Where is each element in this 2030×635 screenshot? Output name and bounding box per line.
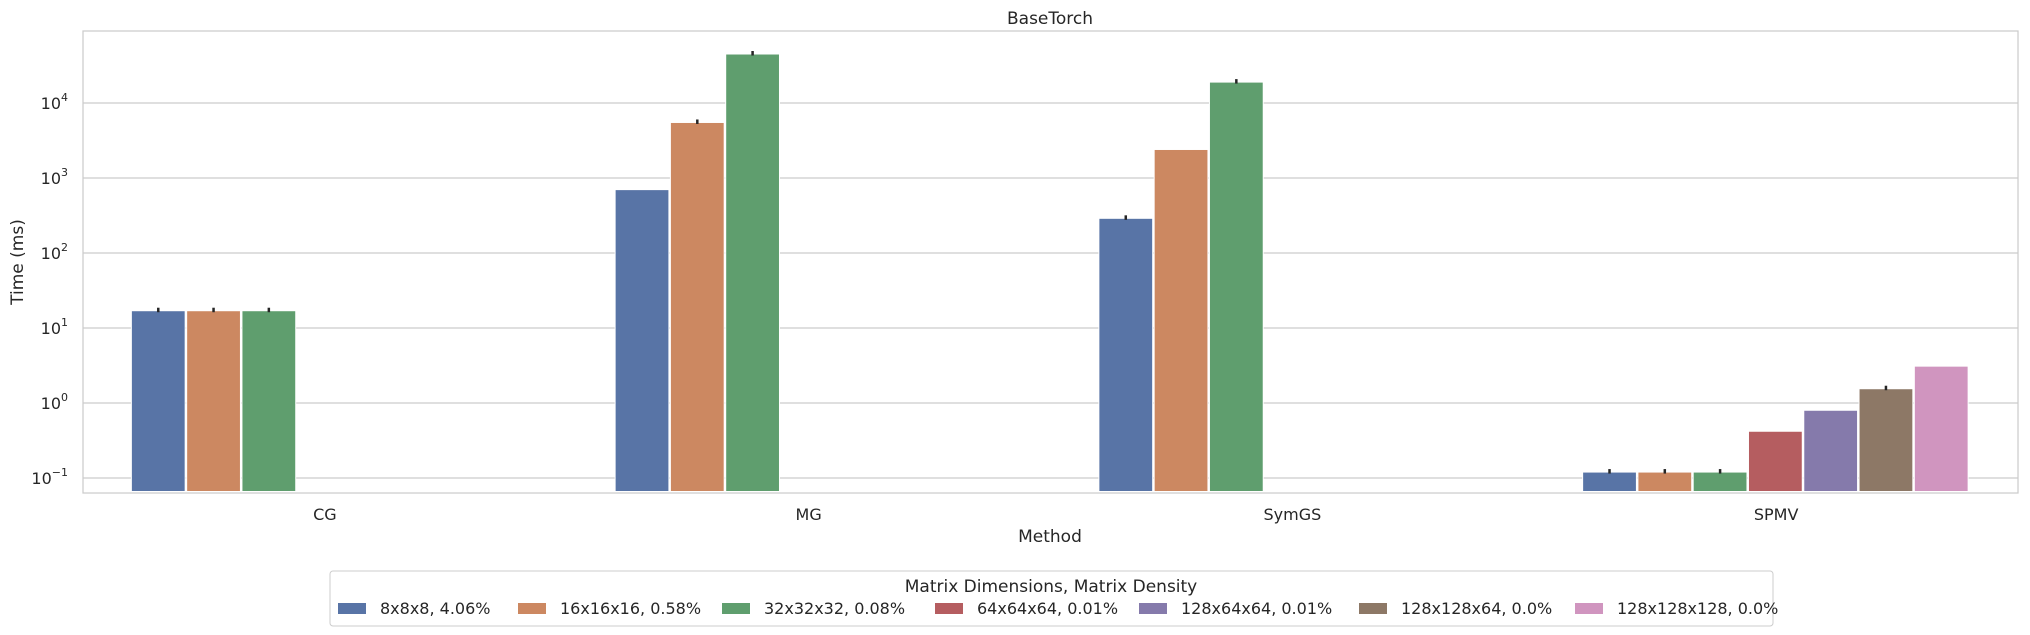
bar xyxy=(669,121,725,492)
y-tick-label: 101 xyxy=(41,316,68,338)
y-tick-label: 103 xyxy=(41,166,68,188)
legend-label: 64x64x64, 0.01% xyxy=(977,599,1118,618)
legend: Matrix Dimensions, Matrix Density 8x8x8,… xyxy=(329,570,1778,627)
bar xyxy=(1637,471,1693,492)
legend-swatch xyxy=(722,603,750,614)
y-tick-label: 102 xyxy=(41,241,68,263)
legend-title: Matrix Dimensions, Matrix Density xyxy=(905,577,1198,597)
x-tick-labels: CG MG SymGS SPMV xyxy=(313,505,1798,524)
plot-frame xyxy=(82,30,2019,494)
x-axis-label: Method xyxy=(1018,527,1082,547)
bar xyxy=(1692,471,1748,492)
legend-swatch xyxy=(1575,603,1603,614)
bar xyxy=(241,310,297,493)
x-tick-label: SymGS xyxy=(1263,505,1321,524)
bar xyxy=(130,310,186,493)
legend-frame xyxy=(329,570,1774,627)
legend-label: 128x128x128, 0.0% xyxy=(1617,599,1778,618)
legend-label: 32x32x32, 0.08% xyxy=(764,599,905,618)
y-tick-label: 104 xyxy=(41,91,68,113)
chart-title: BaseTorch xyxy=(1007,9,1093,29)
bar xyxy=(1803,409,1859,492)
y-tick-label: 100 xyxy=(41,391,68,413)
bar xyxy=(1098,217,1154,492)
x-tick-label: CG xyxy=(313,505,337,524)
bar xyxy=(1153,148,1209,492)
legend-label: 128x128x64, 0.0% xyxy=(1401,599,1552,618)
bar xyxy=(186,310,241,493)
y-tick-labels: 10−1 100 101 102 103 104 xyxy=(31,91,68,488)
bar xyxy=(1747,430,1803,493)
bar xyxy=(1208,81,1264,493)
x-tick-label: MG xyxy=(796,505,822,524)
bar xyxy=(1913,365,1969,492)
legend-label: 8x8x8, 4.06% xyxy=(380,599,490,618)
legend-label: 128x64x64, 0.01% xyxy=(1181,599,1332,618)
legend-swatch xyxy=(1359,603,1387,614)
legend-swatch xyxy=(338,603,366,614)
legend-label: 16x16x16, 0.58% xyxy=(560,599,701,618)
y-tick-label: 10−1 xyxy=(31,466,68,488)
bar xyxy=(725,53,780,492)
y-axis-label: Time (ms) xyxy=(8,219,28,306)
bars xyxy=(130,51,1969,493)
bar xyxy=(1582,471,1637,492)
bar xyxy=(1858,388,1914,493)
x-tick-label: SPMV xyxy=(1754,505,1799,524)
legend-swatch xyxy=(518,603,546,614)
legend-swatch xyxy=(935,603,963,614)
legend-swatch xyxy=(1139,603,1167,614)
bar xyxy=(614,189,670,492)
legend-items: 8x8x8, 4.06% 16x16x16, 0.58% 32x32x32, 0.0… xyxy=(338,599,1778,618)
